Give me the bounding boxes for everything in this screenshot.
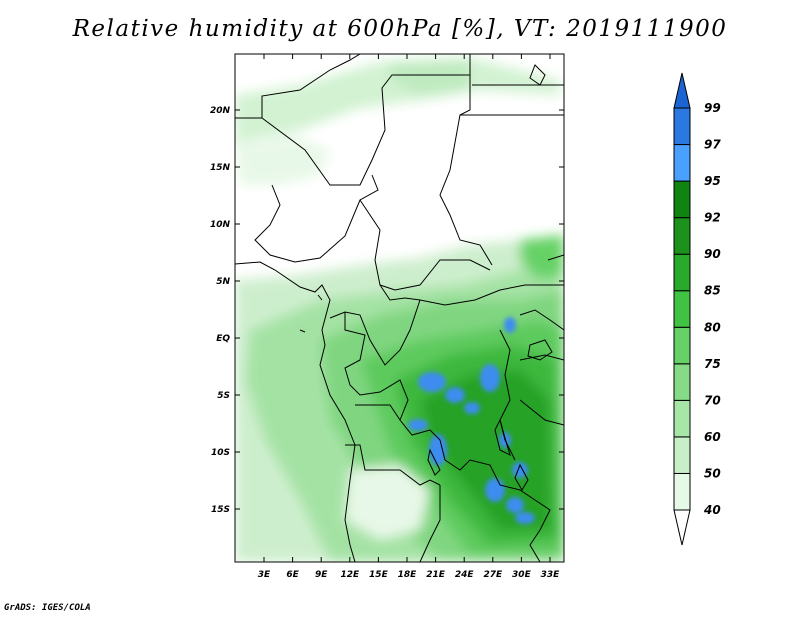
lat-label: 5S	[217, 391, 230, 401]
lat-label: 10N	[210, 220, 231, 230]
map-frame	[234, 53, 565, 563]
colorbar-swatch	[673, 217, 691, 255]
lon-label: 9E	[315, 570, 328, 580]
colorbar-swatch	[673, 472, 691, 511]
lon-label: 27E	[483, 570, 503, 580]
lat-label: 15N	[210, 163, 231, 173]
colorbar: 40 50 60 70 75 80 85 90 92 95 97 99	[673, 72, 721, 546]
lat-label: 20N	[210, 106, 231, 116]
latitude-axis: 20N 15N 10N 5N EQ 5S 10S 15S	[210, 106, 564, 515]
lon-label: 15E	[369, 570, 389, 580]
lon-label: 30E	[512, 570, 532, 580]
colorbar-swatch	[673, 363, 691, 401]
lon-label: 6E	[286, 570, 299, 580]
humidity-field	[235, 54, 564, 562]
colorbar-label: 90	[704, 247, 721, 261]
map-title: Relative humidity at 600hPa [%], VT: 201…	[72, 16, 728, 42]
colorbar-label: 99	[704, 101, 721, 115]
lon-label: 24E	[455, 570, 475, 580]
lat-label: 10S	[211, 448, 230, 458]
colorbar-label: 97	[704, 138, 721, 152]
colorbar-bottom-arrow	[673, 509, 691, 546]
colorbar-swatch	[673, 253, 691, 292]
lon-label: 12E	[340, 570, 360, 580]
colorbar-swatch	[673, 144, 691, 182]
lon-label: 21E	[426, 570, 446, 580]
lon-label: 18E	[398, 570, 418, 580]
grads-credit: GrADS: IGES/COLA	[4, 603, 91, 613]
colorbar-label: 50	[704, 466, 721, 480]
colorbar-label: 75	[704, 357, 721, 371]
lat-label: 15S	[211, 505, 230, 515]
colorbar-swatch	[673, 290, 691, 328]
colorbar-top-arrow	[673, 72, 691, 109]
lat-label: 5N	[216, 277, 230, 287]
colorbar-label: 40	[703, 503, 721, 517]
colorbar-swatch	[673, 436, 691, 474]
colorbar-swatch	[673, 399, 691, 438]
lat-label: EQ	[216, 334, 230, 344]
colorbar-label: 80	[704, 320, 721, 334]
lon-label: 33E	[541, 570, 561, 580]
colorbar-swatch	[673, 180, 691, 219]
colorbar-label: 70	[704, 393, 721, 407]
colorbar-label: 60	[704, 430, 721, 444]
colorbar-label: 95	[704, 174, 721, 188]
lon-label: 3E	[258, 570, 271, 580]
colorbar-label: 92	[704, 211, 721, 225]
colorbar-swatch	[673, 107, 691, 146]
colorbar-swatch	[673, 326, 691, 365]
longitude-axis: 3E 6E 9E 12E 15E 18E 21E 24E 27E 30E 33E	[258, 54, 560, 580]
colorbar-label: 85	[704, 284, 721, 298]
